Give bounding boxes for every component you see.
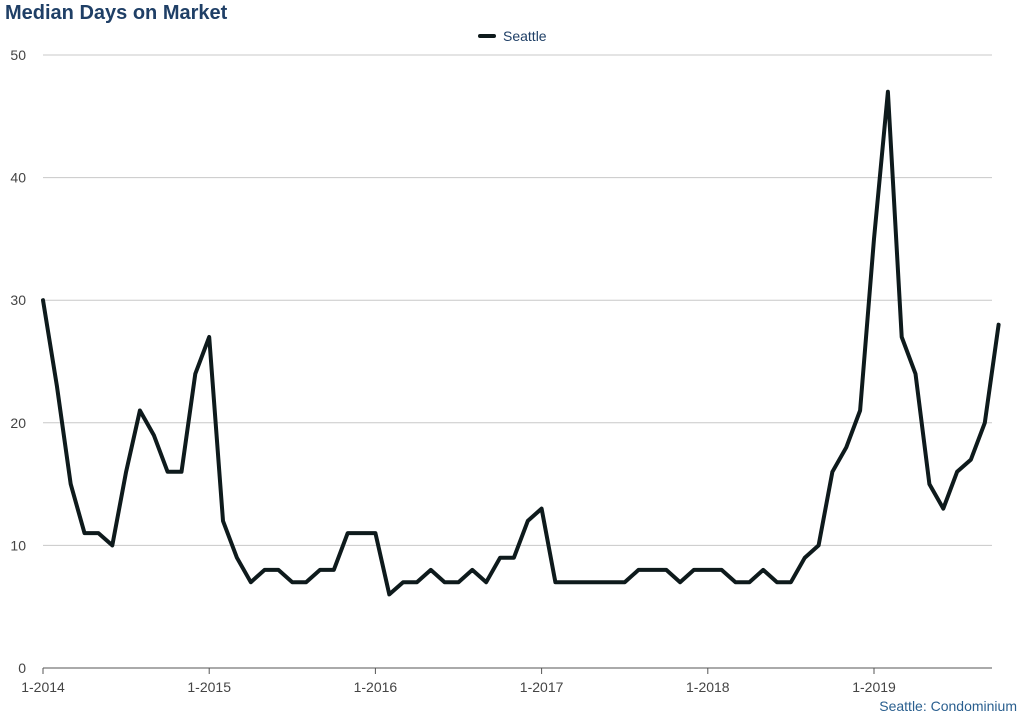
y-tick-label-40: 40 [10,170,26,186]
axis-layer: 0 10 20 30 40 50 1-2014 1-2015 1-2016 1-2017 1-201… [10,47,992,695]
y-tick-label-30: 30 [10,292,26,308]
y-tick-label-0: 0 [18,660,26,676]
y-tick-label-20: 20 [10,415,26,431]
grid-layer [43,54,992,546]
x-tick-label-1-2015: 1-2015 [187,679,231,695]
x-tick-label-1-2019: 1-2019 [852,679,896,695]
y-tick-label-10: 10 [10,537,26,553]
x-tick-label-1-2017: 1-2017 [520,679,564,695]
x-tick-label-1-2016: 1-2016 [354,679,398,695]
series-line-seattle [41,89,1001,597]
series-layer [41,89,1001,597]
chart-legend: Seattle [478,28,547,44]
chart-title: Median Days on Market [5,2,228,24]
legend-swatch-seattle [478,34,496,38]
x-tick-label-1-2018: 1-2018 [686,679,730,695]
legend-label-seattle: Seattle [503,28,547,44]
x-tick-label-1-2014: 1-2014 [21,679,65,695]
source-label: Seattle: Condominium [879,698,1017,714]
y-tick-label-50: 50 [10,47,26,63]
